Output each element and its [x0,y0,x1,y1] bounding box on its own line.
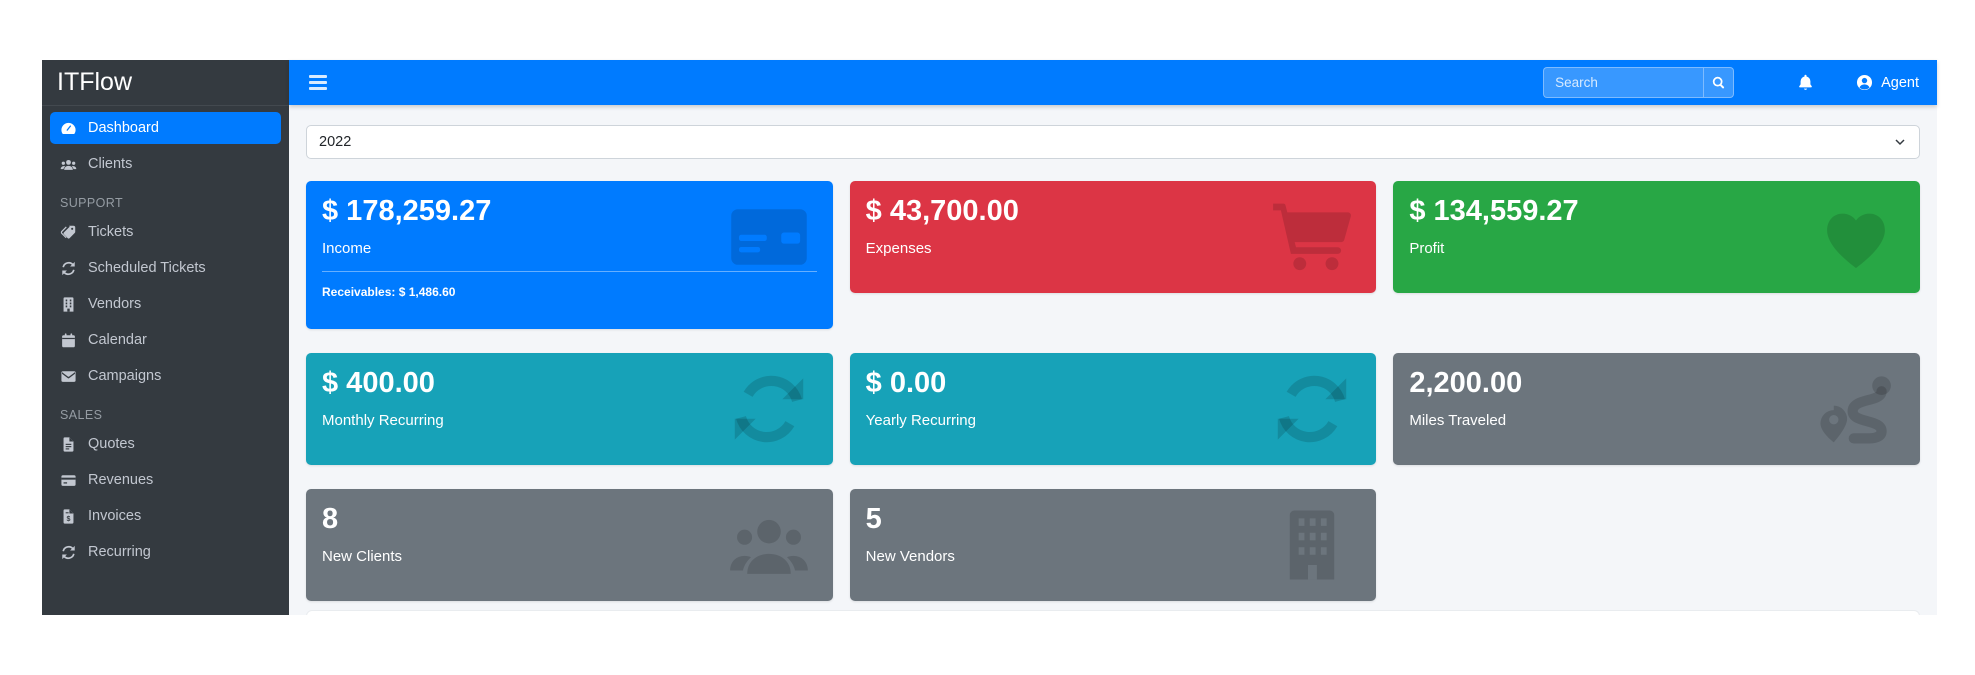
income-label: Income [322,239,372,257]
income-receivables: Receivables: $ 1,486.60 [322,284,456,299]
navbar-right: Agent [1543,67,1919,98]
year-select[interactable]: 2022 [306,125,1920,159]
expenses-value: $ 43,700.00 [865,195,1019,227]
sidebar-item-clients[interactable]: Clients [50,148,281,180]
miles-traveled-card[interactable]: 2,200.00 Miles Traveled [1393,353,1920,465]
new-clients-card[interactable]: 8 New Clients [306,489,833,601]
search-input[interactable] [1543,67,1704,98]
sidebar-item-label: Vendors [88,296,142,312]
menu-bars-icon[interactable] [307,71,329,94]
sidebar-item-recurring[interactable]: Recurring [50,536,281,568]
new-clients-label: New Clients [322,547,403,565]
tags-icon [60,225,76,239]
new-vendors-value: 5 [865,503,882,535]
credit-card-icon [730,209,807,265]
user-circle-icon [1857,74,1873,91]
profit-value: $ 134,559.27 [1409,195,1579,227]
credit-card-icon [61,474,76,486]
sync-icon [734,375,803,443]
income-card[interactable]: $ 178,259.27 Income Receivables: $ 1,486… [306,181,833,329]
sidebar-item-campaigns[interactable]: Campaigns [50,360,281,392]
sidebar-item-label: Dashboard [88,120,159,136]
new-clients-value: 8 [322,503,339,535]
search-icon [1712,76,1724,88]
miles-traveled-value: 2,200.00 [1409,367,1523,399]
monthly-recurring-card[interactable]: $ 400.00 Monthly Recurring [306,353,833,465]
sidebar-item-dashboard[interactable]: Dashboard [50,112,281,144]
expenses-label: Expenses [865,239,932,257]
navbar-search [1543,67,1735,98]
tachometer-icon [61,122,76,134]
sidebar-item-label: Recurring [88,544,151,560]
heart-icon [1827,213,1885,269]
yearly-recurring-value: $ 0.00 [865,367,947,399]
income-value: $ 178,259.27 [322,195,492,227]
sidebar-item-label: Clients [88,156,133,172]
users-icon [60,159,77,170]
sidebar-item-revenues[interactable]: Revenues [50,464,281,496]
sidebar-item-invoices[interactable]: $ Invoices [50,500,281,532]
main-area: Agent 2022 $ 178,259.27 Income Receivabl… [289,60,1937,615]
sidebar-item-label: Quotes [88,436,135,452]
sidebar-section-sales: SALES [60,408,103,422]
sidebar-item-calendar[interactable]: Calendar [50,324,281,356]
yearly-recurring-label: Yearly Recurring [865,411,976,429]
sidebar-item-label: Tickets [88,224,134,240]
sidebar-item-vendors[interactable]: Vendors [50,288,281,320]
sidebar-item-label: Calendar [88,332,147,348]
sidebar-nav: Dashboard Clients SUPPORT Tickets Schedu… [42,106,289,572]
stat-cards-grid: $ 178,259.27 Income Receivables: $ 1,486… [306,181,1920,601]
envelope-icon [61,370,76,382]
expenses-card[interactable]: $ 43,700.00 Expenses [849,181,1377,293]
sync-icon [62,261,75,275]
building-icon [63,296,74,312]
notifications-button[interactable] [1796,73,1815,92]
app-window: ITFlow Dashboard Clients SUPPORT Tickets… [42,60,1937,615]
next-row-card-sliver [306,610,1920,615]
user-menu-label: Agent [1881,74,1919,91]
sidebar-item-quotes[interactable]: Quotes [50,428,281,460]
profit-card[interactable]: $ 134,559.27 Profit [1393,181,1920,293]
profit-label: Profit [1409,239,1445,257]
yearly-recurring-card[interactable]: $ 0.00 Yearly Recurring [849,353,1377,465]
shopping-cart-icon [1273,203,1352,271]
card-divider [322,270,817,272]
sidebar-item-label: Scheduled Tickets [88,260,206,276]
route-icon [1820,376,1891,444]
brand-logo[interactable]: ITFlow [42,60,289,106]
building-icon [1290,510,1335,580]
calendar-icon [62,332,75,347]
top-navbar: Agent [289,60,1937,105]
sidebar-item-scheduled-tickets[interactable]: Scheduled Tickets [50,252,281,284]
users-icon [729,519,808,574]
year-filter: 2022 [306,125,1920,159]
dashboard-content: 2022 $ 178,259.27 Income Receivables: $ … [289,105,1937,615]
sync-icon [1278,375,1347,443]
monthly-recurring-label: Monthly Recurring [322,411,444,429]
sidebar-section-support: SUPPORT [60,196,123,210]
bell-icon [1799,74,1812,90]
file-icon [63,436,74,452]
sidebar-item-tickets[interactable]: Tickets [50,216,281,248]
sidebar-item-label: Invoices [88,508,142,524]
new-vendors-label: New Vendors [865,547,955,565]
sidebar-item-label: Campaigns [88,368,162,384]
sidebar-item-label: Revenues [88,472,154,488]
miles-traveled-label: Miles Traveled [1409,411,1507,429]
svg-text:$: $ [67,515,71,523]
search-button[interactable] [1703,67,1735,98]
sync-icon [62,545,75,559]
new-vendors-card[interactable]: 5 New Vendors [849,489,1377,601]
sidebar: ITFlow Dashboard Clients SUPPORT Tickets… [42,60,289,615]
monthly-recurring-value: $ 400.00 [322,367,435,399]
file-invoice-dollar-icon: $ [63,508,74,524]
user-menu[interactable]: Agent [1855,73,1919,92]
